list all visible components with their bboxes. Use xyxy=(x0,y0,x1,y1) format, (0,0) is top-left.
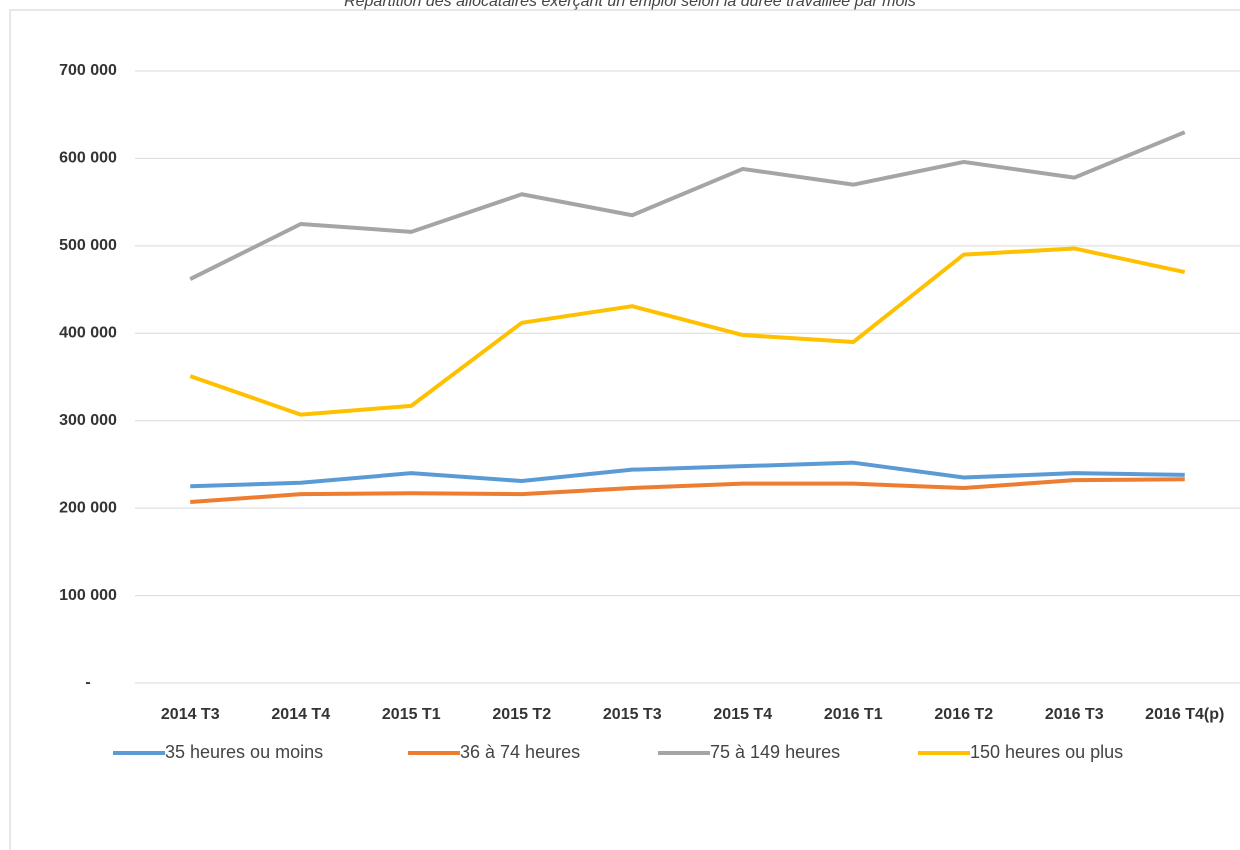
x-tick-label: 2016 T4(p) xyxy=(1145,706,1224,723)
series-line xyxy=(189,246,1186,417)
x-tick-label: 2015 T1 xyxy=(382,706,441,723)
x-tick-label: 2014 T4 xyxy=(271,706,330,723)
chart-frame xyxy=(9,9,1240,850)
x-tick-label: 2014 T3 xyxy=(161,706,220,723)
y-tick-label: 700 000 xyxy=(59,62,117,79)
series-line xyxy=(189,130,1186,281)
legend-label: 36 à 74 heures xyxy=(460,742,580,762)
legend-label: 75 à 149 heures xyxy=(710,742,840,762)
x-tick-label: 2016 T1 xyxy=(824,706,883,723)
x-tick-label: 2016 T3 xyxy=(1045,706,1104,723)
x-tick-label: 2016 T2 xyxy=(934,706,993,723)
y-tick-label: 300 000 xyxy=(59,412,117,429)
y-tick-label: - xyxy=(85,674,90,691)
series-line xyxy=(190,477,1185,505)
x-tick-label: 2015 T3 xyxy=(603,706,662,723)
legend-label: 150 heures ou plus xyxy=(970,742,1123,762)
title-backdrop xyxy=(180,0,1080,9)
y-tick-label: 100 000 xyxy=(59,587,117,604)
y-tick-label: 500 000 xyxy=(59,237,117,254)
x-tick-label: 2015 T4 xyxy=(713,706,772,723)
y-tick-label: 600 000 xyxy=(59,150,117,167)
series-line xyxy=(190,460,1185,489)
x-tick-label: 2015 T2 xyxy=(492,706,551,723)
y-tick-label: 400 000 xyxy=(59,325,117,342)
y-tick-label: 200 000 xyxy=(59,499,117,516)
chart-title: Répartition des allocataires exerçant un… xyxy=(344,0,916,10)
legend-label: 35 heures ou moins xyxy=(165,742,323,762)
